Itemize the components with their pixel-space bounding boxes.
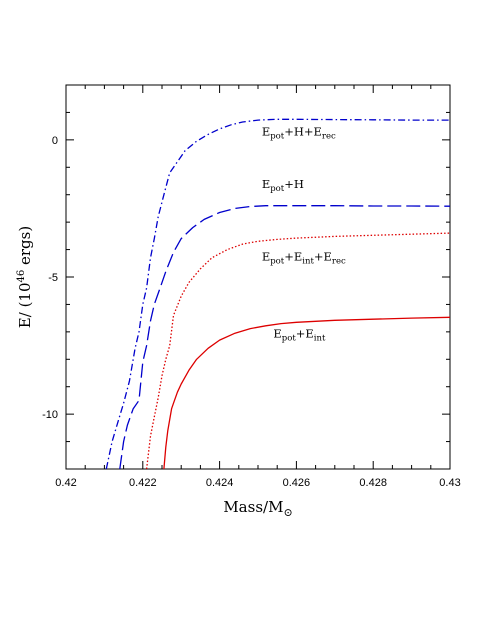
series-label-4: Epot+Eint — [273, 326, 326, 343]
x-tick-label: 0.422 — [129, 477, 157, 489]
series-layer — [105, 118, 450, 469]
x-tick-label: 0.43 — [439, 477, 460, 489]
ticks — [65, 84, 451, 470]
series-line-4 — [163, 316, 450, 469]
x-tick-label: 0.424 — [206, 477, 234, 489]
x-tick-label: 0.42 — [55, 477, 76, 489]
x-tick-label: 0.428 — [359, 477, 387, 489]
plot-frame — [65, 84, 451, 470]
series-label-1: Epot+H+Erec — [262, 125, 336, 142]
series-line-1 — [105, 118, 450, 469]
x-axis-title: Mass/M⊙ — [223, 498, 292, 519]
y-tick-label: -10 — [42, 409, 58, 421]
series-labels: Epot+H+Erec Epot+H Epot+Eint+Erec Epot+Eint — [262, 125, 346, 344]
series-label-2: Epot+H — [262, 177, 304, 194]
x-tick-label: 0.426 — [283, 477, 311, 489]
series-line-2 — [119, 205, 450, 469]
tick-labels: 0.42 0.422 0.424 0.426 0.428 0.43 -10 -5 0 — [42, 135, 461, 489]
y-tick-label: 0 — [52, 135, 58, 147]
series-label-3: Epot+Eint+Erec — [262, 250, 346, 267]
y-axis-title: E/ (1046 ergs) — [16, 226, 34, 328]
series-line-3 — [145, 232, 450, 469]
y-tick-label: -5 — [48, 272, 58, 284]
